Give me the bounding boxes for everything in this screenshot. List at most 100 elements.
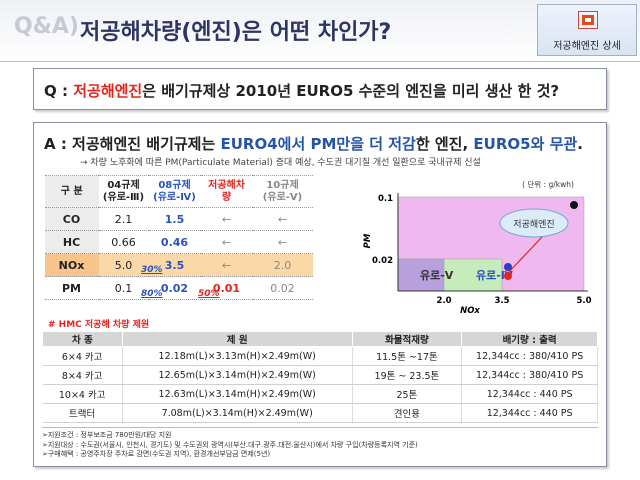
pm-reduction-pct: 80% — [141, 289, 163, 299]
engine-detail-label: 저공해엔진 상세 — [553, 41, 621, 52]
reg-header-2: 08규제 (유로-Ⅳ) — [148, 175, 201, 208]
cell-euro3: 2.1 — [98, 207, 149, 231]
row-label: NOx — [44, 253, 99, 277]
spec-cell: 7.08m(L)×3.14m(H)×2.49m(W) — [122, 403, 353, 423]
reg-header-4: 10규제 (유로-Ⅴ) — [252, 175, 313, 208]
y-tick-label: 0.02 — [372, 256, 393, 266]
spec-header-1: 제 원 — [121, 331, 353, 347]
spec-cell: 견인용 — [352, 403, 463, 423]
cell-euro3: 5.0 — [98, 253, 149, 277]
cell-hmc: ← — [200, 253, 253, 277]
engine-detail-button[interactable]: 저공해엔진 상세 — [537, 4, 637, 56]
spec-cell: 8×4 카고 — [42, 365, 123, 385]
cell-euro4: 0.46 — [148, 230, 201, 254]
x-axis-label: NOx — [460, 306, 480, 315]
question-prefix: Q : — [44, 82, 68, 100]
table-row: CO 2.1 1.5 ← ← — [44, 207, 313, 231]
question-highlight: 저공해엔진 — [73, 82, 143, 100]
region-label: 유로-Ⅳ — [476, 269, 514, 282]
callout-ellipse — [499, 208, 569, 238]
answer-text: A : 저공해엔진 배기규제는 EURO4에서 PM만을 더 저감한 엔진, E… — [44, 133, 583, 154]
answer-subtext: → 차량 노후화에 따른 PM(Particulate Material) 증대… — [80, 158, 481, 168]
spec-header-2: 화물적재량 — [351, 331, 463, 347]
spec-cell: 12,344cc : 440 PS — [461, 403, 598, 423]
cell-euro3: 0.66 — [98, 230, 149, 254]
spec-header-3: 배기량 : 출력 — [461, 331, 598, 347]
question-bold-word: 한 — [517, 82, 532, 100]
spec-cell: 19톤 ~ 23.5톤 — [352, 365, 463, 385]
note-line: ➢지원대상 : 수도권(서울시, 인천시, 경기도) 및 수도권외 광역시(부산… — [42, 440, 418, 449]
spec-cell: 12.18m(L)×3.13m(H)×2.49m(W) — [122, 346, 353, 366]
note-line: ➢구매혜택 : 공영주차장 주차료 감면(수도권 지역), 환경개선부담금 면제… — [42, 450, 271, 458]
page-title: 저공해차량(엔진)은 어떤 차인가? — [80, 20, 392, 45]
row-label: PM — [44, 276, 99, 300]
answer-suffix: . — [577, 135, 583, 153]
reg-header-3: 저공해차량 — [200, 175, 253, 208]
answer-prefix: A : 저공해엔진 배기규제는 — [44, 135, 221, 153]
region-2 — [397, 258, 445, 292]
data-point — [504, 263, 512, 271]
spec-cell: 12,344cc : 380/410 PS — [461, 346, 598, 366]
nox-reduction-pct: 30% — [141, 265, 163, 275]
reg-header-1: 04규제 (유로-Ⅲ) — [98, 175, 149, 208]
spec-cell: 12,344cc : 380/410 PS — [461, 365, 598, 385]
question-middle: 은 배기규제상 2010년 EURO5 수준의 엔진을 미리 생산 — [142, 82, 518, 100]
spec-cell: 12.65m(L)×3.14m(H)×2.49m(W) — [122, 365, 353, 385]
y-tick-label: 0.1 — [378, 194, 393, 204]
spec-header-0: 차 종 — [42, 331, 123, 347]
spec-row: 6×4 카고 12.18m(L)×3.13m(H)×2.49m(W) 11.5톤 ~… — [42, 346, 598, 366]
spec-section-title: # HMC 저공해 차량 제원 — [48, 320, 150, 330]
qa-label: Q&A) — [14, 14, 79, 39]
spec-cell: 25톤 — [352, 384, 463, 404]
data-point — [570, 201, 578, 209]
spec-cell: 10×4 카고 — [42, 384, 123, 404]
reg-header-0: 구 분 — [44, 175, 99, 208]
question-suffix: 것? — [531, 82, 560, 100]
header-divider — [0, 61, 640, 62]
row-label: CO — [44, 207, 99, 231]
cell-euro5: 2.0 — [252, 253, 313, 277]
cell-euro5: ← — [252, 230, 313, 254]
cell-euro4: 0.02 — [148, 276, 201, 300]
callout-pointer — [507, 236, 543, 274]
cell-hmc: 0.01 — [200, 276, 253, 300]
spec-table: 차 종 제 원 화물적재량 배기량 : 출력 6×4 카고 12.18m(L)×3… — [42, 331, 598, 423]
spec-cell: 트랙터 — [42, 403, 123, 423]
notes-box: ➢지원조건 : 정부보조금 780만원/대당 지원 ➢지원대상 : 수도권(서울… — [42, 427, 598, 465]
cell-euro3: 0.1 — [98, 276, 149, 300]
note-line: ➢지원조건 : 정부보조금 780만원/대당 지원 — [42, 431, 172, 439]
spec-cell: 11.5톤 ~17톤 — [352, 346, 463, 366]
document-icon — [578, 11, 598, 29]
data-point — [504, 272, 512, 280]
cell-hmc: ← — [200, 230, 253, 254]
spec-row: 10×4 카고 12.63m(L)×3.14m(H)×2.49m(W) 25톤 12,… — [42, 384, 598, 404]
cell-hmc: ← — [200, 207, 253, 231]
cell-euro5: ← — [252, 207, 313, 231]
header-bar: Q&A) 저공해차량(엔진)은 어떤 차인가? 저공해엔진 상세 — [0, 0, 640, 62]
chart-unit-label: ( 단위 : g/kwh) — [522, 179, 574, 189]
question-box: Q : 저공해엔진은 배기규제상 2010년 EURO5 수준의 엔진을 미리 … — [33, 68, 607, 110]
table-row: HC 0.66 0.46 ← ← — [44, 230, 313, 254]
answer-blue-1: EURO4에서 PM만을 더 저감 — [220, 135, 416, 153]
cell-euro4: 3.5 — [148, 253, 201, 277]
callout-label: 저공해엔진 — [513, 219, 554, 230]
table-row: PM 0.1 0.02 0.01 0.02 — [44, 276, 313, 300]
table-row: NOx 5.0 3.5 ← 2.0 — [44, 253, 313, 277]
spec-row: 8×4 카고 12.65m(L)×3.14m(H)×2.49m(W) 19톤 ~ 2… — [42, 365, 598, 385]
question-text: Q : 저공해엔진은 배기규제상 2010년 EURO5 수준의 엔진을 미리 … — [44, 80, 559, 101]
answer-box: A : 저공해엔진 배기규제는 EURO4에서 PM만을 더 저감한 엔진, E… — [33, 122, 607, 467]
answer-blue-2: EURO5와 무관 — [473, 135, 578, 153]
row-label: HC — [44, 230, 99, 254]
spec-cell: 6×4 카고 — [42, 346, 123, 366]
cell-euro5: 0.02 — [252, 276, 313, 300]
cell-euro4: 1.5 — [148, 207, 201, 231]
y-axis-label: PM — [363, 233, 373, 248]
spec-row: 트랙터 7.08m(L)×3.14m(H)×2.49m(W) 견인용 12,344cc… — [42, 403, 598, 423]
x-tick-label: 2.0 — [436, 296, 451, 306]
answer-middle: 한 엔진, — [415, 135, 474, 153]
region-label: 유로-Ⅴ — [420, 269, 454, 282]
spec-cell: 12.63m(L)×3.14m(H)×2.49m(W) — [122, 384, 353, 404]
x-tick-label: 5.0 — [576, 296, 591, 306]
